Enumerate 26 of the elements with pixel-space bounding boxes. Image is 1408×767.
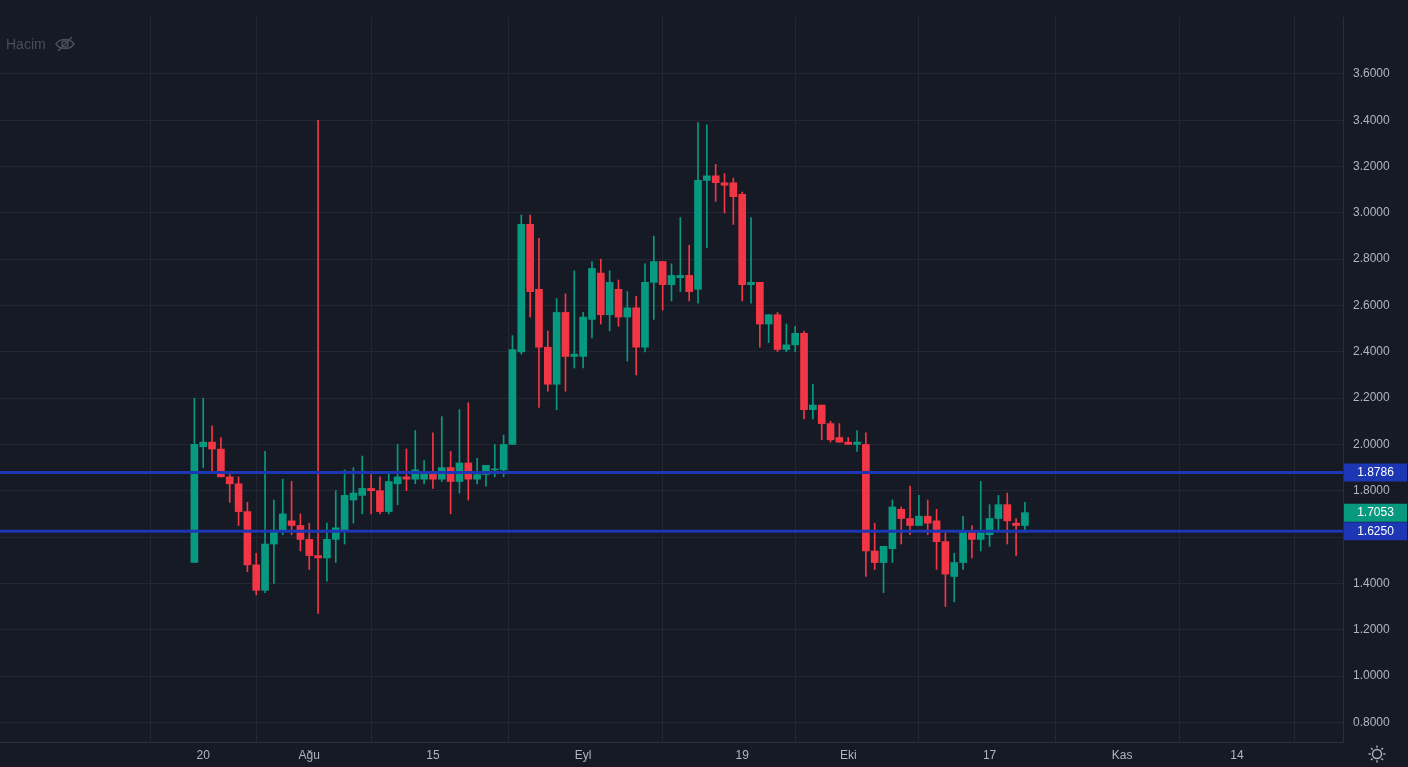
y-tick-label: 1.4000 xyxy=(1353,575,1391,590)
x-tick-label: 20 xyxy=(196,747,211,762)
x-tick-label: 15 xyxy=(426,747,440,762)
x-tick-label: 14 xyxy=(1230,747,1244,762)
ref-line-label: 1.6250 xyxy=(1357,523,1395,538)
ref-line-label: 1.8786 xyxy=(1357,464,1395,479)
x-tick-label: Eki xyxy=(839,747,857,762)
x-tick-label: Ağu xyxy=(298,747,320,762)
y-tick-label: 1.0000 xyxy=(1353,668,1391,683)
y-tick-label: 3.4000 xyxy=(1353,112,1391,127)
x-tick-label: Eyl xyxy=(574,747,592,762)
y-tick-label: 2.4000 xyxy=(1353,344,1391,359)
y-tick-label: 1.8000 xyxy=(1353,483,1391,498)
y-tick-label: 3.0000 xyxy=(1353,205,1391,220)
y-tick-label: 3.6000 xyxy=(1353,66,1391,81)
y-tick-label: 0.8000 xyxy=(1353,714,1391,729)
y-tick-label: 2.2000 xyxy=(1353,390,1391,405)
y-tick-label: 2.8000 xyxy=(1353,251,1391,266)
y-tick-label: 2.0000 xyxy=(1353,436,1391,451)
y-tick-label: 2.6000 xyxy=(1353,297,1391,312)
y-tick-label: 1.2000 xyxy=(1353,622,1391,636)
x-tick-label: 19 xyxy=(735,747,750,762)
x-tick-label: 17 xyxy=(982,747,997,762)
x-tick-label: Kas xyxy=(1111,747,1133,762)
y-tick-label: 3.2000 xyxy=(1353,158,1391,173)
text: 1.7053 xyxy=(1357,504,1395,519)
